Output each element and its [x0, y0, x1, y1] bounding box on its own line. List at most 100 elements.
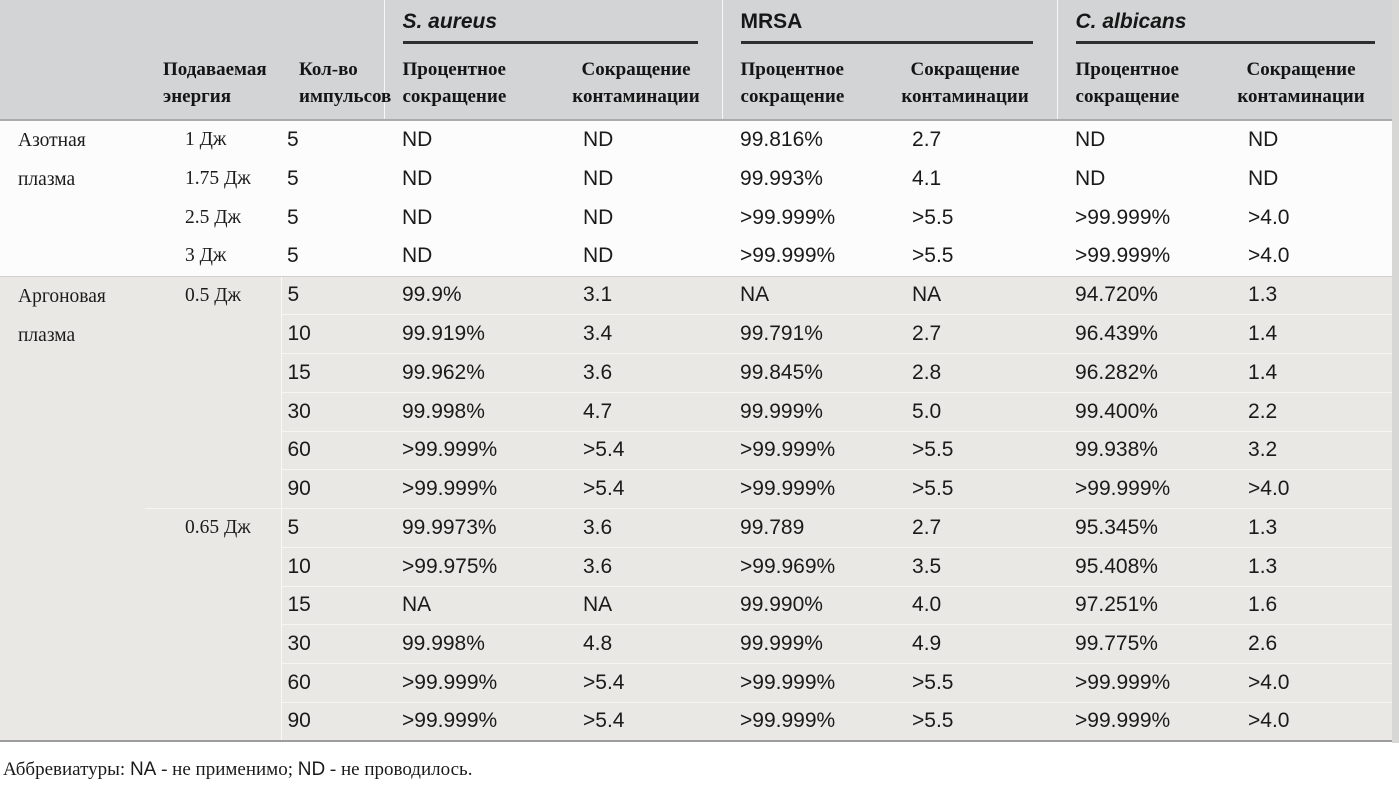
cell-plasma-type: Азотная плазма: [18, 130, 86, 190]
column-header-calbicans-percent: Процентное сокращение: [1056, 48, 1231, 120]
cell-energy: 2.5 Дж: [185, 206, 242, 228]
cell-pulse-count: 5: [287, 166, 299, 190]
cell-pulse-count: 10: [280, 546, 384, 586]
cell-calbicans-reduction: 1.3: [1230, 546, 1399, 586]
footnote-text: - не применимо;: [156, 759, 298, 780]
column-header-mrsa-reduction: Сокращение контаминации: [901, 59, 1029, 107]
cell-energy: 3 Дж: [185, 245, 227, 267]
cell-saureus-reduction: 3.4: [565, 314, 723, 354]
table-row: 0.65 Дж 5 99.9973% 3.6 99.789 2.7 95.345% 1.3: [0, 508, 1399, 741]
cell-mrsa-reduction: 2.7: [894, 508, 1058, 548]
cell-saureus-percent: >99.999%: [384, 701, 565, 741]
cell-calbicans-percent: 96.439%: [1057, 314, 1231, 354]
cell-mrsa-reduction: 5.0: [894, 391, 1058, 431]
cell-mrsa-reduction: 3.5: [894, 546, 1058, 586]
cell-mrsa-percent: 99.999%: [722, 624, 895, 664]
cell-pulse-count: 60: [280, 663, 384, 703]
cell-saureus-percent: 99.962%: [384, 353, 565, 393]
cell-calbicans-percent: >99.999%: [1075, 205, 1171, 229]
cell-saureus-reduction: ND: [583, 128, 614, 151]
group-header-s-aureus: S. aureus: [383, 0, 723, 48]
cell-calbicans-reduction: 2.6: [1230, 624, 1399, 664]
cell-energy: 0.5 Дж: [145, 275, 281, 509]
cell-saureus-percent: ND: [402, 205, 433, 229]
table-row: Аргоновая плазма 0.5 Дж 5 99.9% 3.1 NA NA 94.72…: [0, 275, 1399, 741]
cell-saureus-reduction: 3.6: [565, 353, 723, 393]
cell-mrsa-reduction: 4.9: [894, 624, 1058, 664]
cell-calbicans-reduction: >4.0: [1248, 244, 1290, 268]
cell-energy: 1.75 Дж: [185, 167, 251, 189]
cell-saureus-reduction: >5.4: [565, 469, 723, 509]
cell-mrsa-reduction: 2.7: [894, 314, 1058, 354]
cell-saureus-percent: 99.9%: [384, 275, 565, 315]
column-header-mrsa-percent: Процентное сокращение: [721, 48, 895, 120]
cell-energy: 0.65 Дж: [145, 508, 281, 741]
results-table-wrap: S. aureus MRSA C. albicans Подаваемая эн…: [0, 0, 1399, 743]
cell-mrsa-percent: 99.993%: [740, 166, 823, 190]
cell-saureus-percent: 99.9973%: [384, 508, 565, 548]
cell-mrsa-reduction: >5.5: [894, 430, 1058, 470]
cell-calbicans-percent: ND: [1075, 128, 1106, 151]
abbrev-nd: ND: [297, 759, 326, 780]
cell-calbicans-reduction: 1.3: [1230, 508, 1399, 548]
cell-calbicans-reduction: 1.4: [1230, 353, 1399, 393]
cell-calbicans-reduction: 2.2: [1230, 391, 1399, 431]
table-row: Азотная плазма 1 Дж 5 ND ND 99.816% 2.7 ND ND: [0, 120, 1399, 190]
cell-saureus-reduction: >5.4: [565, 430, 723, 470]
cell-calbicans-percent: 99.938%: [1057, 430, 1231, 470]
cell-mrsa-percent: >99.969%: [722, 546, 895, 586]
results-table: S. aureus MRSA C. albicans Подаваемая эн…: [0, 0, 1399, 742]
cell-saureus-percent: >99.975%: [384, 546, 565, 586]
cell-calbicans-percent: 94.720%: [1057, 275, 1231, 315]
cell-calbicans-reduction: 1.4: [1230, 314, 1399, 354]
cell-mrsa-percent: >99.999%: [740, 244, 836, 268]
cell-pulse-count: 30: [280, 624, 384, 664]
table-header: S. aureus MRSA C. albicans Подаваемая эн…: [0, 0, 1399, 120]
column-header-row: Подаваемая энергия Кол-во импульсов Проц…: [0, 48, 1399, 120]
cell-plasma-type: Аргоновая плазма: [0, 275, 145, 741]
cell-calbicans-percent: >99.999%: [1057, 701, 1231, 741]
cell-calbicans-reduction: >4.0: [1230, 469, 1399, 509]
table-row: 15 NA NA 99.990% 4.0 97.251% 1.6: [0, 585, 1399, 625]
cell-calbicans-reduction: 3.2: [1230, 430, 1399, 470]
header-spacer: [281, 0, 384, 48]
group-underline: [1075, 41, 1376, 44]
cell-saureus-reduction: 3.6: [565, 546, 723, 586]
cell-calbicans-percent: 99.775%: [1057, 624, 1231, 664]
cell-calbicans-percent: 99.400%: [1057, 391, 1231, 431]
cell-pulse-count: 15: [280, 585, 384, 625]
cell-mrsa-reduction: >5.5: [894, 701, 1058, 741]
cell-mrsa-percent: 99.999%: [722, 391, 895, 431]
cell-saureus-percent: ND: [402, 128, 433, 151]
cell-calbicans-percent: ND: [1075, 166, 1106, 190]
cell-mrsa-percent: NA: [722, 275, 895, 315]
cell-calbicans-reduction: ND: [1248, 166, 1279, 190]
footnote-text: Аббревиатуры:: [3, 759, 130, 780]
abbrev-na: NA: [129, 759, 157, 780]
group-header-mrsa: MRSA: [721, 0, 1058, 48]
group-label-mrsa: MRSA: [740, 10, 803, 33]
cell-mrsa-reduction: 4.1: [912, 166, 942, 190]
cell-calbicans-reduction: >4.0: [1248, 205, 1290, 229]
cell-pulse-count: 5: [287, 128, 299, 151]
cell-mrsa-percent: >99.999%: [722, 701, 895, 741]
cell-calbicans-reduction: 1.6: [1230, 585, 1399, 625]
cell-calbicans-percent: 97.251%: [1057, 585, 1231, 625]
cell-calbicans-reduction: >4.0: [1230, 701, 1399, 741]
cell-saureus-reduction: 3.6: [565, 508, 723, 548]
cell-calbicans-percent: 95.408%: [1057, 546, 1231, 586]
cell-saureus-percent: >99.999%: [384, 469, 565, 509]
cell-saureus-reduction: >5.4: [565, 701, 723, 741]
cell-calbicans-reduction: ND: [1248, 128, 1279, 151]
cell-saureus-reduction: 4.7: [565, 391, 723, 431]
cell-mrsa-reduction: 4.0: [894, 585, 1058, 625]
column-header-energy: Подаваемая энергия: [163, 59, 267, 107]
cell-saureus-reduction: 4.8: [565, 624, 723, 664]
cell-pulse-count: 5: [280, 508, 384, 548]
cell-pulse-count: 90: [280, 469, 384, 509]
cell-calbicans-percent: >99.999%: [1057, 469, 1231, 509]
cell-pulse-count: 30: [280, 391, 384, 431]
cell-saureus-reduction: ND: [583, 244, 614, 268]
header-spacer: [0, 48, 145, 120]
cell-calbicans-percent: >99.999%: [1075, 244, 1171, 268]
